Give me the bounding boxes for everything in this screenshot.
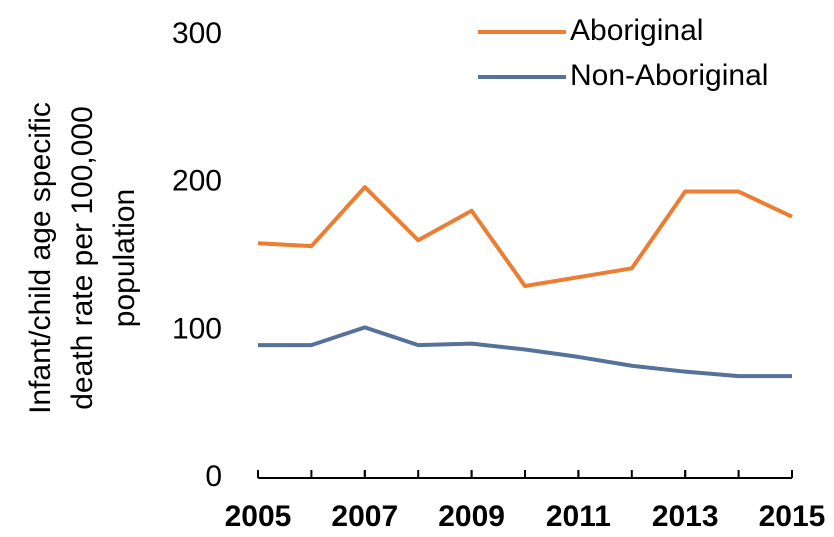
series-line [257, 185, 793, 289]
y-tick-label: 100 [172, 312, 222, 345]
x-tick-label: 2009 [438, 500, 505, 533]
x-tick-label: 2015 [759, 500, 826, 533]
y-axis-label: population [108, 189, 141, 327]
y-tick-label: 0 [205, 460, 222, 493]
y-axis-label: Infant/child age specific [24, 102, 57, 414]
legend-label: Aboriginal [570, 14, 703, 47]
legend-label: Non-Aboriginal [570, 59, 768, 92]
x-tick-label: 2005 [225, 500, 292, 533]
x-tick-label: 2013 [652, 500, 719, 533]
series-line [258, 325, 792, 379]
x-tick-label: 2011 [546, 500, 611, 533]
x-tick-label: 2007 [331, 500, 398, 533]
y-tick-label: 300 [172, 17, 222, 50]
y-tick-label: 200 [172, 165, 222, 198]
y-axis-label: death rate per 100,000 [66, 106, 99, 410]
